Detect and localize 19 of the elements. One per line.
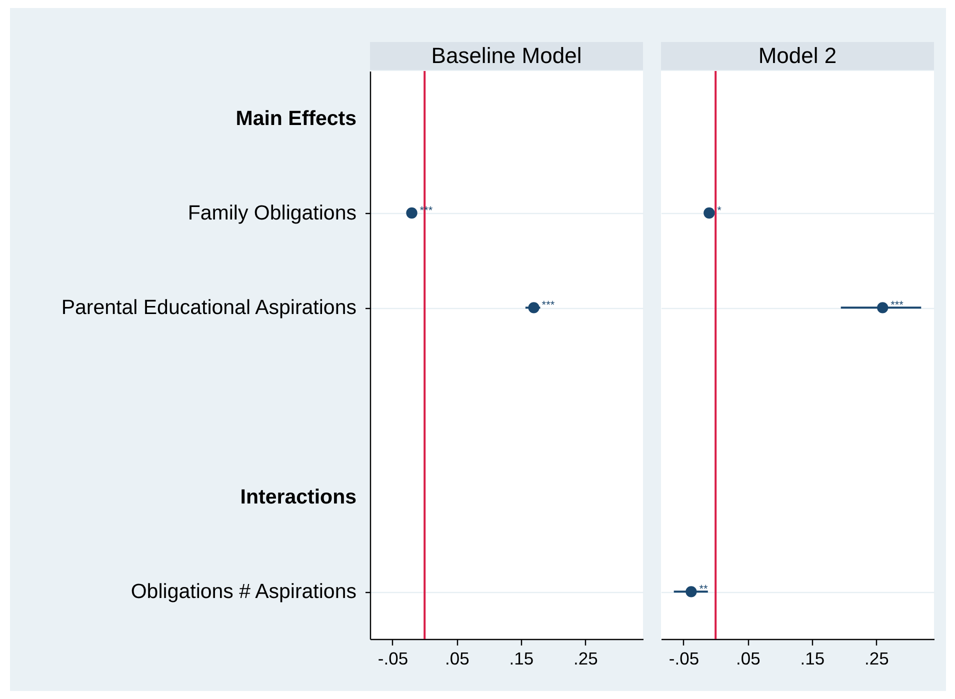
- x-tick-label: -.05: [668, 648, 700, 668]
- data-label: ***: [890, 300, 904, 312]
- data-label: *: [717, 205, 722, 217]
- y-tick-label: Family Obligations: [188, 202, 356, 224]
- y-tick-label: Obligations # Aspirations: [130, 580, 356, 604]
- x-tick-label: .25: [864, 648, 889, 668]
- data-label: ***: [542, 300, 556, 312]
- x-tick-label: -.05: [378, 648, 408, 668]
- chart-title: Baseline Model: [431, 43, 582, 68]
- x-tick-label: .15: [509, 648, 534, 668]
- x-tick-label: .25: [574, 648, 598, 668]
- y-tick-label: Main Effects: [236, 106, 356, 130]
- x-tick-label: .15: [800, 648, 825, 668]
- x-tick-label: .05: [736, 648, 760, 668]
- x-tick-label: .05: [445, 648, 470, 668]
- chart-title: Model 2: [758, 43, 837, 68]
- data-label: **: [699, 584, 708, 596]
- y-tick-label: Interactions: [240, 486, 356, 508]
- y-tick-label: Parental Educational Aspirations: [61, 296, 356, 320]
